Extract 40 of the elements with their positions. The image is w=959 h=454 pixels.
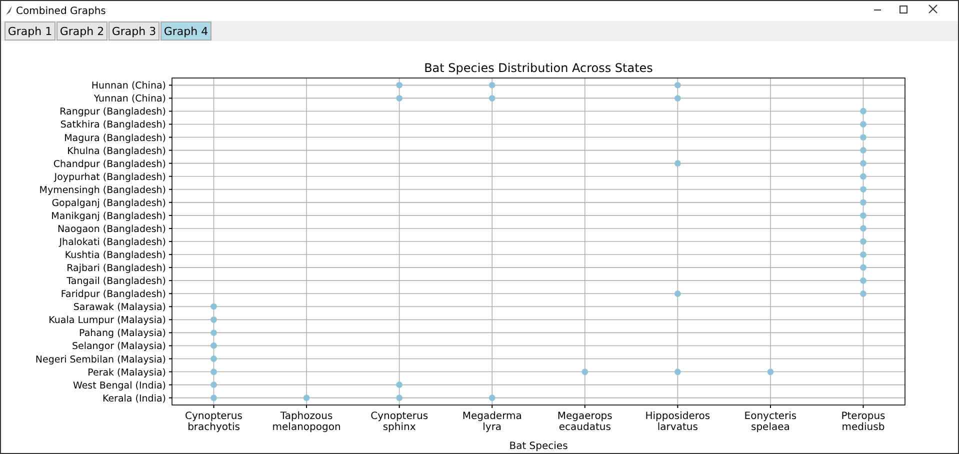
x-tick-label: Megaerops ecaudatus — [557, 411, 612, 433]
category-label: West Bengal (India) — [73, 380, 166, 392]
caption: Graph 2 — [60, 25, 104, 38]
category-label: Manikganj (Bangladesh) — [51, 210, 166, 222]
category-label: Selangor (Malaysia) — [72, 341, 166, 352]
category-label: Satkhira (Bangladesh) — [60, 120, 166, 131]
x-axis-title: Bat Species — [509, 441, 568, 452]
category-label: Yunnan (China) — [94, 94, 166, 105]
category-label: Joypurhat (Bangladesh) — [54, 172, 166, 183]
category-label: Naogaon (Bangladesh) — [57, 224, 166, 235]
category-label: Hunnan (China) — [91, 80, 166, 92]
category-label: Kuala Lumpur (Malaysia) — [48, 315, 166, 326]
category-label: Rajbari (Bangladesh) — [66, 263, 166, 274]
category-label: Faridpur (Bangladesh) — [60, 289, 166, 300]
x-tick-label: Taphozous melanopogon — [272, 411, 341, 433]
category-label: Mymensingh (Bangladesh) — [39, 184, 166, 196]
caption: Graph 1 — [8, 25, 52, 38]
x-tick-label: Cynopterus sphinx — [370, 411, 428, 433]
category-label: Khulna (Bangladesh) — [67, 146, 166, 157]
category-label: Gopalganj (Bangladesh) — [52, 198, 166, 209]
category-label: Chandpur (Bangladesh) — [53, 158, 166, 170]
category-label: Sarawak (Malaysia) — [73, 302, 166, 314]
x-tick-label: Eonycteris spelaea — [744, 411, 797, 433]
caption: Graph 4 — [164, 25, 208, 38]
category-label: Magura (Bangladesh) — [64, 132, 166, 144]
category-label: Rangpur (Bangladesh) — [60, 106, 166, 118]
x-tick-label: Megaderma lyra — [462, 411, 522, 433]
x-tick-label: Cynopterus brachyotis — [185, 411, 242, 433]
category-label: Jhalokati (Bangladesh) — [59, 237, 166, 248]
chart-title: Bat Species Distribution Across States — [424, 61, 653, 75]
category-label: Kushtia (Bangladesh) — [64, 250, 166, 262]
category-label: Tangail (Bangladesh) — [66, 276, 166, 288]
category-label: Negeri Sembilan (Malaysia) — [35, 354, 166, 366]
x-tick-label: Hipposideros larvatus — [645, 411, 710, 433]
x-tick-label: Pteropus mediusb — [841, 411, 886, 433]
text: Combined Graphs — [16, 6, 106, 17]
category-label: Perak (Malaysia) — [88, 367, 166, 378]
category-label: Pahang (Malaysia) — [79, 328, 166, 340]
category-label: Kerala (India) — [102, 393, 166, 404]
caption: Graph 3 — [112, 25, 156, 38]
